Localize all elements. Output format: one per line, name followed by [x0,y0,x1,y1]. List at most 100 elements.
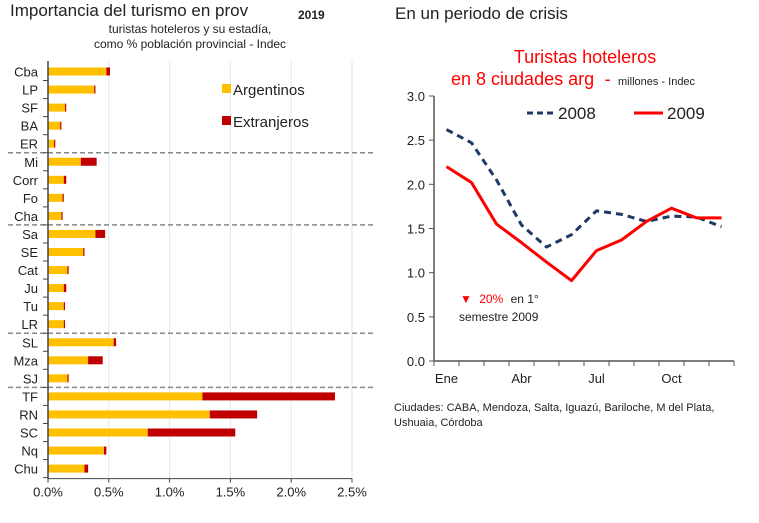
annotation-arrow: ▼ [460,292,472,306]
line-chart-units: millones - Indec [618,76,696,88]
bar-argentinos-Cat [48,266,68,275]
category-label: Mza [13,353,38,368]
bar-extranjeros-Corr [63,175,67,184]
category-label: Mi [24,155,38,170]
bar-grid [108,61,353,479]
bar-chart: Cba LP SF BA ER Mi Corr Fo Cha Sa SE Cat Ju Tu LR SL Mza… [8,61,375,500]
line-series [445,128,723,283]
bar-argentinos-Mi [48,157,81,166]
x-tick-labels: Ene Abr Jul Oct [435,371,682,386]
annotation: ▼ 20% en 1° semestre 2009 [459,292,539,324]
bar-extranjeros-Chu [84,464,89,473]
bar-argentinos-SC [48,428,148,437]
bar-extranjeros-Cba [106,67,111,76]
bar-argentinos-SL [48,338,114,347]
legend-label-argentinos: Argentinos [233,82,305,99]
bar-legend: Argentinos Extranjeros [222,82,309,131]
line-chart-title-2: en 8 ciudades arg [451,69,595,89]
x-tick-label: Abr [511,371,532,386]
legend-label-2009: 2009 [667,104,705,123]
category-label: TF [22,389,38,404]
series-line-2009 [445,165,722,283]
category-label: BA [21,119,39,134]
bar-argentinos-Mza [48,356,89,365]
category-label: Nq [21,444,38,459]
bar-extranjeros-RN [209,410,258,419]
series-line-2008 [445,128,723,249]
line-legend: 2008 2009 [527,104,705,123]
bar-argentinos-Nq [48,446,104,455]
bar-extranjeros-Cha [61,211,63,220]
bar-argentinos-Ju [48,284,64,293]
category-label: Ju [24,281,38,296]
bar-extranjeros-Mza [88,356,103,365]
bar-argentinos-Cba [48,67,107,76]
bar-extranjeros-Sa [95,229,106,238]
category-label: Chu [14,462,38,477]
x-tick-label: Oct [661,371,682,386]
bar-extranjeros-SL [113,338,117,347]
bar-argentinos-RN [48,410,210,419]
category-labels: Cba LP SF BA ER Mi Corr Fo Cha Sa SE Cat Ju Tu LR SL Mza… [13,65,39,477]
bar-extranjeros-Tu [63,302,66,311]
bar-extranjeros-TF [202,392,335,401]
left-chart-title: Importancia del turismo en prov [10,1,249,20]
annotation-line-2: semestre 2009 [459,310,539,324]
bar-argentinos-ER [48,139,55,148]
x-tick-label: 1.0% [155,485,185,500]
bar-extranjeros-SF [65,103,67,112]
line-chart-title-sep: - [604,69,611,89]
bar-argentinos-TF [48,392,203,401]
cities-footnote: Ciudades: CABA, Mendoza, Salta, Iguazú, … [394,402,715,429]
left-chart-subtitle-2: como % población provincial - Indec [93,37,287,51]
bar-argentinos-Chu [48,464,85,473]
legend-swatch-extranjeros [222,116,231,125]
x-tick-label: Ene [435,371,458,386]
bar-argentinos-LP [48,85,95,94]
annotation-pct: 20% [479,292,503,306]
legend-label-2008: 2008 [558,104,596,123]
line-chart: 0.0 0.5 1.0 1.5 2.0 2.5 3.0 Ene Abr Jul Oct 2008 … [407,89,735,386]
y-tick-labels: 0.0 0.5 1.0 1.5 2.0 2.5 3.0 [407,89,425,369]
line-chart-title-2-row: en 8 ciudades arg - millones - Indec [451,69,695,90]
line-chart-title-1: Turistas hoteleros [513,47,657,67]
y-tick-label: 0.5 [407,310,425,325]
category-label: Cba [14,65,39,80]
group-separators [8,151,375,389]
bar-argentinos-SJ [48,374,68,383]
left-chart-subtitle-1: turistas hoteleros y su estadía, [108,22,272,36]
bar-argentinos-Corr [48,175,64,184]
bar-extranjeros-Cat [67,266,69,275]
bar-argentinos-Sa [48,229,96,238]
x-tick-labels: 0.0% 0.5% 1.0% 1.5% 2.0% 2.5% [33,485,367,500]
x-tick-label: 1.5% [216,485,246,500]
category-label: Tu [23,299,38,314]
category-label: RN [19,407,38,422]
category-label: Sa [22,227,39,242]
category-label: SF [21,101,38,116]
y-tick-label: 1.5 [407,222,425,237]
y-tick-label: 1.0 [407,266,425,281]
bar-extranjeros-LR [63,320,66,329]
bar-extranjeros-BA [60,121,62,130]
y-tick-label: 3.0 [407,89,425,104]
category-label: Cat [18,263,39,278]
bar-argentinos-Tu [48,302,64,311]
bar-extranjeros-Nq [103,446,107,455]
category-label: ER [20,137,38,152]
category-label: SJ [23,371,38,386]
legend-swatch-argentinos [222,84,231,93]
y-tick-label: 2.0 [407,177,425,192]
bar-extranjeros-Ju [63,284,67,293]
category-label: SC [20,426,38,441]
bar-argentinos-Cha [48,211,62,220]
bar-marks [48,67,335,473]
x-tick-label: 2.5% [337,485,367,500]
bar-extranjeros-SJ [67,374,69,383]
bar-extranjeros-SE [83,248,85,256]
category-label: SE [21,245,39,260]
bar-argentinos-LR [48,320,64,329]
bar-extranjeros-SC [147,428,236,437]
y-tick-label: 2.5 [407,133,425,148]
category-label: LR [21,317,38,332]
